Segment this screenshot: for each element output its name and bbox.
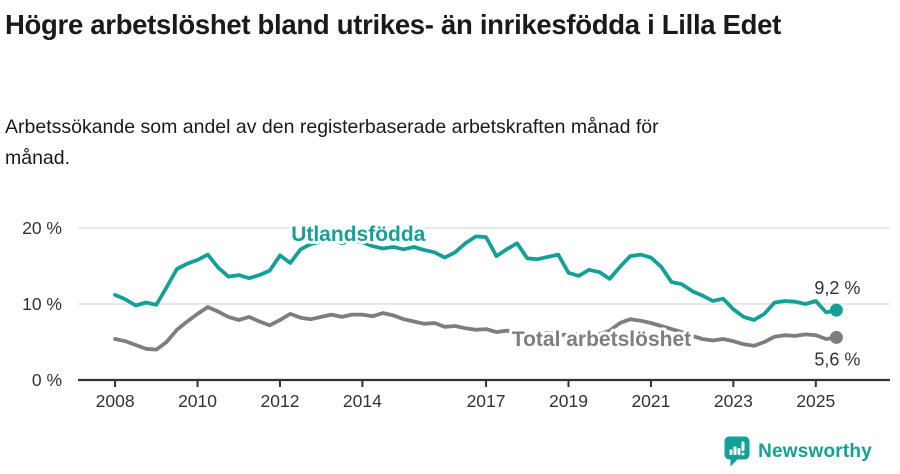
series-end-dot bbox=[829, 330, 843, 344]
y-tick-label: 10 % bbox=[22, 294, 62, 314]
logo-bar-3 bbox=[737, 448, 741, 455]
logo-bar-2 bbox=[733, 446, 737, 455]
y-tick-label: 20 % bbox=[22, 218, 62, 238]
series-end-value: 9,2 % bbox=[814, 278, 860, 298]
line-chart: 0 % 10 % 20 % 2008 2010 2012 2014 2017 2019 2021 2… bbox=[22, 218, 890, 411]
series-label: Utlandsfödda bbox=[291, 223, 425, 246]
brand-name: Newsworthy bbox=[758, 440, 872, 462]
series-end-value: 5,6 % bbox=[814, 349, 860, 369]
x-tick-label: 2017 bbox=[467, 391, 506, 411]
x-tick-label: 2010 bbox=[178, 391, 217, 411]
logo-exclamation bbox=[741, 441, 745, 451]
series-line-utlandsf-dda bbox=[113, 234, 839, 322]
brand-footer: Newsworthy bbox=[724, 436, 872, 467]
x-tick-label: 2025 bbox=[796, 391, 835, 411]
x-tick-label: 2021 bbox=[631, 391, 670, 411]
chart-title: Högre arbetslöshet bland utrikes- än inr… bbox=[5, 9, 782, 40]
series-end-dot bbox=[829, 303, 843, 317]
x-tick-label: 2019 bbox=[549, 391, 588, 411]
x-tick-label: 2008 bbox=[96, 391, 135, 411]
y-tick-label: 0 % bbox=[32, 370, 62, 390]
logo-bar-1 bbox=[729, 449, 733, 455]
x-tick-label: 2012 bbox=[261, 391, 300, 411]
x-tick-label: 2014 bbox=[343, 391, 382, 411]
logo-exclamation-dot bbox=[741, 452, 745, 456]
series-line-total-arbetsl-shet bbox=[113, 305, 839, 352]
series-label: Total arbetslöshet bbox=[512, 328, 691, 351]
x-tick-label: 2023 bbox=[714, 391, 753, 411]
newsworthy-logo-icon bbox=[724, 436, 750, 467]
chart-subtitle: Arbetssökande som andel av den registerb… bbox=[5, 116, 659, 169]
